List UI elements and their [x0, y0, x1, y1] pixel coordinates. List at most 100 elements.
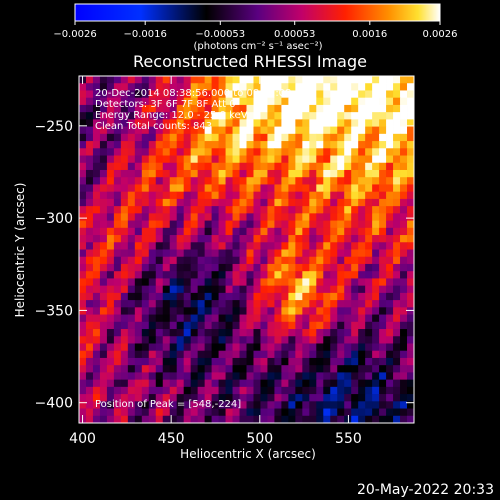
heatmap-cell [92, 206, 101, 214]
heatmap-cell [218, 372, 226, 381]
heatmap-cell [330, 415, 338, 423]
heatmap-cell [295, 379, 303, 388]
heatmap-cell [239, 242, 247, 250]
heatmap-cell [134, 256, 143, 265]
heatmap-cell [162, 256, 171, 265]
heatmap-cell [260, 415, 268, 423]
heatmap-cell [155, 292, 164, 301]
heatmap-cell [106, 365, 115, 373]
heatmap-cell [365, 83, 373, 91]
heatmap-cell [260, 249, 268, 258]
heatmap-cell [253, 177, 261, 185]
heatmap-cell [190, 256, 199, 265]
heatmap-cell [379, 227, 387, 236]
heatmap-cell [225, 415, 233, 423]
heatmap-cell [344, 184, 352, 193]
heatmap-cell [309, 307, 317, 315]
heatmap-cell [358, 365, 366, 373]
heatmap-cell [351, 278, 359, 287]
heatmap-cell [393, 141, 401, 149]
heatmap-cell [183, 300, 192, 308]
heatmap-cell [106, 401, 115, 409]
heatmap-cell [134, 415, 143, 423]
heatmap-cell [372, 155, 380, 164]
heatmap-cell [113, 177, 122, 185]
heatmap-cell [281, 198, 289, 207]
heatmap-cell [344, 372, 352, 381]
heatmap-cell [337, 104, 345, 113]
heatmap-cell [155, 408, 164, 417]
heatmap-cell [79, 263, 87, 272]
heatmap-cell [274, 256, 282, 265]
heatmap-cell [197, 155, 206, 164]
heatmap-cell [148, 307, 157, 315]
heatmap-cell [393, 285, 401, 294]
heatmap-cell [141, 97, 150, 106]
heatmap-cell [113, 343, 122, 352]
heatmap-cell [260, 357, 268, 366]
heatmap-cell [281, 213, 289, 221]
heatmap-cell [400, 401, 408, 409]
heatmap-cell [155, 104, 164, 113]
heatmap-cell [85, 357, 94, 366]
heatmap-cell [407, 112, 414, 120]
heatmap-cell [274, 307, 282, 315]
heatmap-cell [316, 365, 324, 373]
heatmap-cell [274, 235, 282, 243]
heatmap-cell [281, 235, 289, 243]
heatmap-cell [302, 191, 310, 200]
heatmap-cell [267, 119, 275, 128]
heatmap-cell [246, 162, 254, 171]
heatmap-cell [218, 162, 226, 171]
heatmap-cell [169, 329, 178, 337]
heatmap-cell [316, 141, 324, 149]
heatmap-cell [127, 162, 136, 171]
heatmap-cell [190, 148, 199, 156]
heatmap-cell [344, 227, 352, 236]
heatmap-cell [337, 155, 345, 164]
heatmap-cell [330, 329, 338, 337]
heatmap-cell [85, 314, 94, 323]
heatmap-cell [113, 213, 122, 221]
heatmap-cell [176, 83, 185, 91]
heatmap-cell [379, 97, 387, 106]
heatmap-cell [393, 394, 401, 402]
heatmap-cell [99, 314, 108, 323]
heatmap-cell [218, 235, 226, 243]
heatmap-cell [323, 90, 331, 99]
heatmap-cell [295, 155, 303, 164]
heatmap-cell [204, 372, 213, 381]
heatmap-cell [162, 141, 171, 149]
heatmap-cell [197, 206, 206, 214]
heatmap-cell [232, 401, 240, 409]
heatmap-cell [155, 300, 164, 308]
heatmap-cell [211, 256, 219, 265]
heatmap-cell [260, 155, 268, 164]
heatmap-cell [351, 292, 359, 301]
heatmap-cell [260, 372, 268, 381]
heatmap-cell [190, 415, 199, 423]
heatmap-cell [204, 249, 213, 258]
heatmap-cell [323, 133, 331, 142]
heatmap-cell [225, 162, 233, 171]
heatmap-cell [358, 336, 366, 344]
heatmap-cell [155, 191, 164, 200]
heatmap-cell [113, 76, 122, 84]
heatmap-cell [141, 336, 150, 344]
heatmap-cell [260, 206, 268, 214]
heatmap-cell [323, 97, 331, 106]
heatmap-cell [218, 191, 226, 200]
heatmap-cell [330, 155, 338, 164]
heatmap-cell [183, 394, 192, 402]
heatmap-cell [141, 307, 150, 315]
heatmap-cell [155, 321, 164, 330]
heatmap-cell [372, 285, 380, 294]
heatmap-cell [155, 365, 164, 373]
heatmap-cell [351, 76, 359, 84]
heatmap-cell [148, 321, 157, 330]
heatmap-cell [176, 169, 185, 178]
heatmap-cell [134, 104, 143, 113]
heatmap-cell [239, 249, 247, 258]
heatmap-cell [148, 271, 157, 279]
heatmap-cell [120, 220, 129, 229]
